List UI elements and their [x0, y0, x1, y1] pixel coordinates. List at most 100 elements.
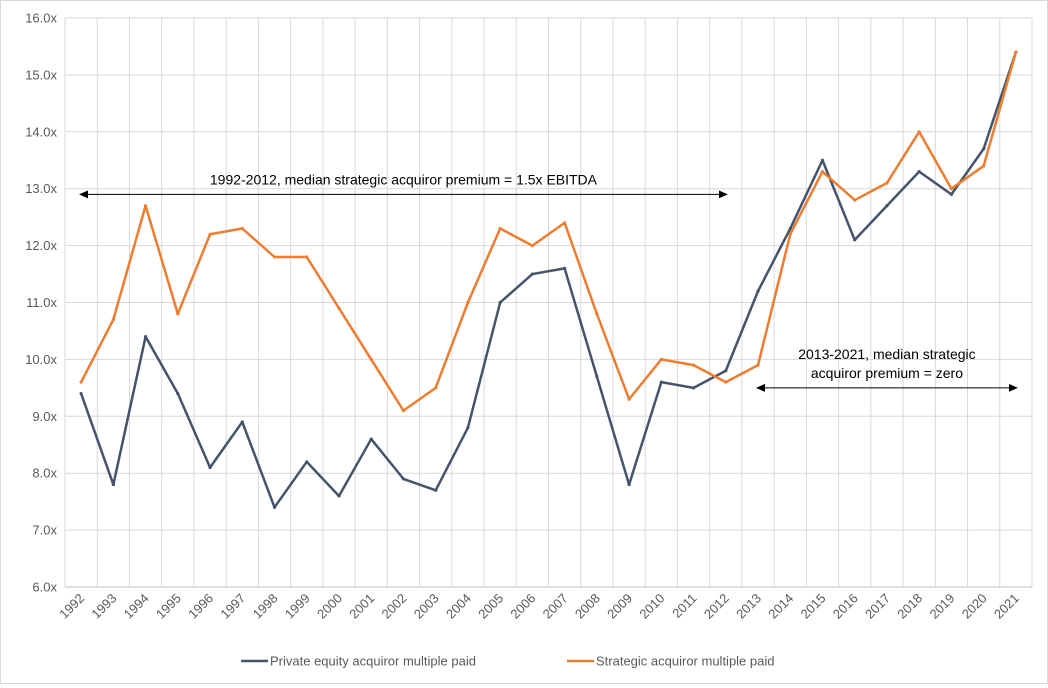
series-2-point	[691, 363, 696, 367]
x-tick-label: 2009	[604, 591, 635, 622]
series-1-point	[272, 505, 277, 509]
series-2-point	[111, 317, 115, 322]
y-tick-label: 10.0x	[25, 352, 57, 367]
series-2-point	[982, 164, 986, 168]
x-tick-label: 2018	[894, 591, 925, 622]
series-1-point	[627, 482, 631, 487]
x-tick-label: 2005	[475, 591, 506, 622]
y-tick-label: 16.0x	[25, 11, 57, 26]
series-2-point	[595, 312, 599, 316]
x-tick-label: 2016	[830, 591, 861, 622]
series-1-point	[498, 300, 502, 305]
series-1-point	[401, 477, 406, 481]
series-2-point	[563, 221, 567, 225]
series-1-point	[853, 238, 857, 242]
series-1-point	[788, 226, 792, 231]
annotations: 1992-2012, median strategic acquiror pre…	[79, 171, 1018, 392]
series-2-point	[756, 363, 760, 367]
series-2-point	[240, 226, 244, 231]
series-2-point	[724, 380, 728, 384]
x-tick-label: 2014	[765, 591, 796, 622]
y-tick-label: 8.0x	[32, 466, 57, 481]
x-tick-label: 2013	[733, 591, 764, 622]
x-tick-label: 2002	[379, 591, 410, 622]
series-2-point	[401, 409, 406, 413]
series-1-point	[595, 374, 599, 379]
x-tick-label: 1992	[56, 591, 87, 622]
x-tick-label: 1995	[153, 591, 184, 622]
series-2-point	[79, 380, 83, 384]
series-2-point	[208, 232, 212, 236]
y-tick-label: 11.0x	[26, 295, 57, 310]
series-2-point	[143, 204, 148, 208]
x-tick-label: 1993	[88, 591, 119, 622]
series-2-point	[272, 255, 277, 259]
x-tick-label: 2001	[346, 591, 377, 622]
series-line-2	[79, 50, 1018, 412]
series-1-point	[240, 420, 244, 424]
series-1-point	[79, 391, 83, 396]
y-tick-label: 14.0x	[25, 124, 57, 139]
series-2-point	[466, 300, 470, 305]
annotation-text-2: 2013-2021, median strategic	[798, 346, 975, 362]
series-2-point	[176, 312, 180, 316]
series-line-1	[79, 50, 1018, 509]
y-tick-label: 15.0x	[25, 67, 57, 82]
series-lines	[79, 50, 1018, 509]
gridlines	[64, 17, 1033, 587]
series-2-point	[885, 181, 889, 185]
series-1-point	[466, 426, 470, 430]
x-tick-label: 2015	[798, 591, 829, 622]
legend-label-2: Strategic acquiror multiple paid	[596, 654, 774, 669]
x-tick-label: 1996	[185, 591, 216, 622]
y-tick-label: 9.0x	[32, 409, 57, 424]
series-2-point	[949, 187, 954, 191]
annotation-text-1: 1992-2012, median strategic acquiror pre…	[210, 171, 598, 187]
series-2-point	[305, 255, 309, 259]
series-1-point	[337, 494, 341, 498]
x-tick-label: 2017	[862, 591, 893, 622]
x-tick-label: 2004	[443, 591, 474, 622]
x-tick-label: 2011	[669, 591, 699, 621]
legend-label-1: Private equity acquiror multiple paid	[270, 654, 476, 669]
series-1-point	[659, 380, 663, 384]
series-1-point	[982, 147, 986, 151]
series-1-point	[176, 391, 180, 396]
series-1-point	[208, 465, 212, 470]
series-2-point	[1014, 50, 1018, 54]
x-tick-label: 1998	[250, 591, 281, 622]
series-1-point	[434, 488, 438, 492]
series-2-point	[530, 244, 534, 248]
x-tick-label: 2003	[411, 591, 442, 622]
x-tick-label: 2020	[959, 591, 990, 622]
series-1-point	[530, 272, 534, 276]
series-1-point	[369, 437, 373, 441]
x-tick-label: 2021	[991, 591, 1022, 622]
series-1-point	[820, 158, 825, 162]
series-1-point	[756, 289, 760, 293]
y-tick-label: 7.0x	[32, 523, 57, 538]
series-2-point	[788, 232, 792, 236]
annotation-text-2: acquiror premium = zero	[811, 365, 963, 381]
series-1-point	[143, 335, 148, 339]
series-2-point	[369, 357, 373, 361]
series-1-point	[917, 170, 921, 174]
series-2-point	[917, 130, 921, 134]
series-2-point	[337, 306, 341, 310]
x-tick-label: 2012	[701, 591, 732, 622]
series-2-point	[820, 170, 825, 174]
series-1-point	[111, 482, 115, 487]
x-tick-label: 2006	[507, 591, 538, 622]
series-2-point	[434, 386, 438, 390]
y-tick-label: 12.0x	[25, 238, 57, 253]
x-tick-label: 1999	[282, 591, 313, 622]
x-tick-label: 2010	[636, 591, 667, 622]
legend: Private equity acquiror multiple paid Str…	[241, 654, 774, 669]
series-2-point	[498, 226, 502, 231]
series-2-point	[853, 198, 857, 202]
series-1-point	[885, 204, 889, 208]
y-tick-label: 6.0x	[32, 580, 57, 595]
x-tick-label: 2008	[572, 591, 603, 622]
